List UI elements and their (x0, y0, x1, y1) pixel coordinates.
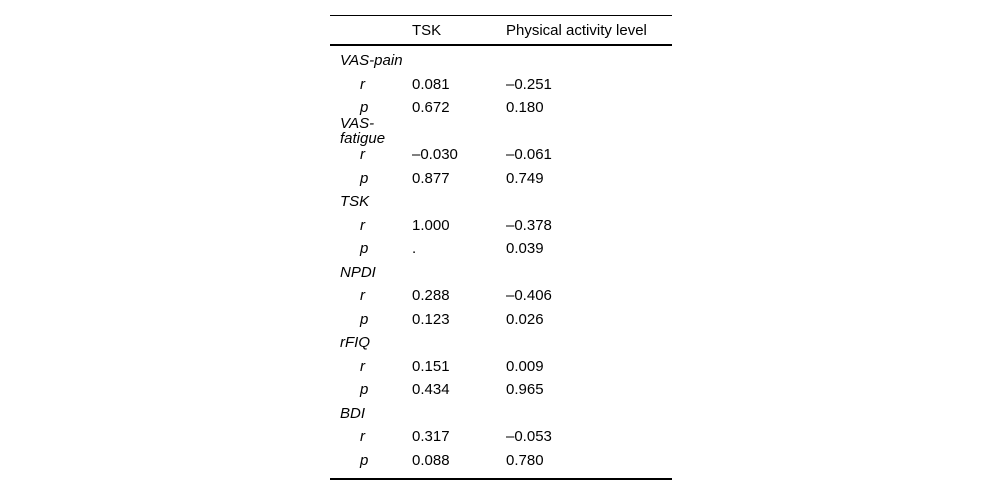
cell-tsk: 0.288 (412, 287, 450, 305)
cell-physical-activity: –0.378 (506, 216, 552, 234)
cell-tsk: . (412, 240, 417, 258)
cell-tsk: 1.000 (412, 216, 450, 234)
stat-label-r: r (360, 75, 365, 93)
cell-tsk: 0.088 (412, 451, 450, 469)
cell-physical-activity: –0.061 (506, 146, 552, 164)
stat-row-p: p 0.123 0.026 (330, 308, 672, 332)
cell-tsk: 0.123 (412, 310, 450, 328)
stat-label-p: p (360, 99, 369, 117)
group-label: VAS-fatigue (340, 115, 386, 148)
stat-label-r: r (360, 146, 365, 164)
group-row-tsk: TSK (330, 190, 672, 214)
stat-row-p: p 0.877 0.749 (330, 167, 672, 191)
group-row-rfiq: rFIQ (330, 331, 672, 355)
cell-physical-activity: 0.965 (506, 381, 544, 399)
table-body: VAS-pain r 0.081 –0.251 p 0.672 0.180 VA… (330, 46, 672, 480)
stat-row-r: r 0.081 –0.251 (330, 73, 672, 97)
cell-tsk: 0.151 (412, 357, 450, 375)
correlation-table: TSK Physical activity level VAS-pain r 0… (330, 15, 672, 480)
stat-label-p: p (360, 310, 369, 328)
stat-row-p: p . 0.039 (330, 237, 672, 261)
stat-label-r: r (360, 357, 365, 375)
cell-physical-activity: 0.780 (506, 451, 544, 469)
cell-tsk: 0.434 (412, 381, 450, 399)
cell-tsk: 0.081 (412, 75, 450, 93)
stat-row-p: p 0.434 0.965 (330, 378, 672, 402)
group-label: BDI (340, 404, 366, 422)
stat-row-r: r 0.288 –0.406 (330, 284, 672, 308)
stat-row-r: r 0.317 –0.053 (330, 425, 672, 449)
stat-row-p: p 0.088 0.780 (330, 449, 672, 473)
group-label: TSK (340, 193, 370, 211)
header-cell-tsk: TSK (412, 21, 442, 39)
group-label: VAS-pain (340, 52, 403, 70)
stat-row-r: r 1.000 –0.378 (330, 214, 672, 238)
stat-label-r: r (360, 216, 365, 234)
stat-row-r: r –0.030 –0.061 (330, 143, 672, 167)
stat-label-p: p (360, 169, 369, 187)
stat-row-p: p 0.672 0.180 (330, 96, 672, 120)
cell-physical-activity: 0.749 (506, 169, 544, 187)
group-row-vas-pain: VAS-pain (330, 49, 672, 73)
cell-physical-activity: 0.026 (506, 310, 544, 328)
group-label: NPDI (340, 263, 376, 281)
stat-label-p: p (360, 381, 369, 399)
cell-tsk: 0.672 (412, 99, 450, 117)
stat-label-p: p (360, 451, 369, 469)
stat-label-p: p (360, 240, 369, 258)
group-row-bdi: BDI (330, 402, 672, 426)
cell-physical-activity: 0.180 (506, 99, 544, 117)
cell-tsk: –0.030 (412, 146, 458, 164)
group-label: rFIQ (340, 334, 370, 352)
cell-physical-activity: –0.251 (506, 75, 552, 93)
cell-physical-activity: –0.053 (506, 428, 552, 446)
cell-physical-activity: 0.039 (506, 240, 544, 258)
cell-tsk: 0.317 (412, 428, 450, 446)
table-header-row: TSK Physical activity level (330, 15, 672, 46)
group-row-npdi: NPDI (330, 261, 672, 285)
cell-physical-activity: –0.406 (506, 287, 552, 305)
group-row-vas-fatigue: VAS-fatigue (330, 116, 672, 146)
stat-label-r: r (360, 428, 365, 446)
cell-tsk: 0.877 (412, 169, 450, 187)
cell-physical-activity: 0.009 (506, 357, 544, 375)
stat-row-r: r 0.151 0.009 (330, 355, 672, 379)
stat-label-r: r (360, 287, 365, 305)
header-cell-physical-activity-level: Physical activity level (506, 21, 647, 39)
